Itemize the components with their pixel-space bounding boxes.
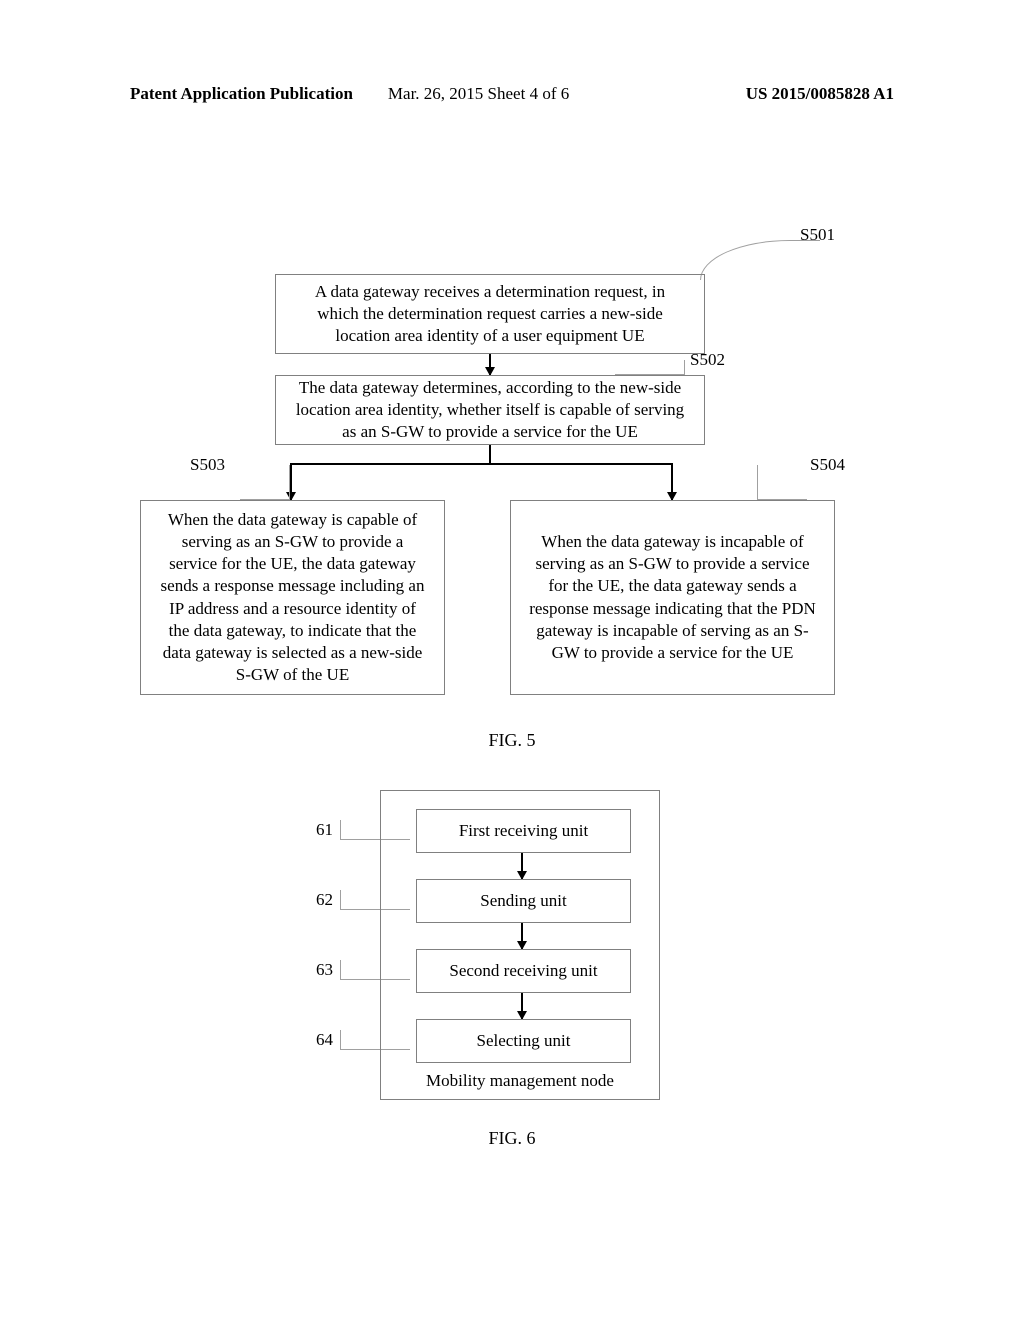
num-64: 64 <box>316 1030 333 1050</box>
line-horizontal <box>290 463 672 465</box>
arrow-502-503 <box>290 463 292 500</box>
box-s502: The data gateway determines, according t… <box>275 375 705 445</box>
mobility-management-node-label: Mobility management node <box>381 1071 659 1091</box>
arrow-62-63 <box>521 923 523 949</box>
figure-5-caption: FIG. 5 <box>0 730 1024 751</box>
arrow-501-502 <box>489 354 491 375</box>
box-first-receiving-unit: First receiving unit <box>416 809 631 853</box>
arrow-502-504 <box>671 463 673 500</box>
box-second-receiving-unit: Second receiving unit <box>416 949 631 993</box>
header-center: Mar. 26, 2015 Sheet 4 of 6 <box>388 84 569 104</box>
connector-s502 <box>615 360 685 375</box>
mobility-management-node-box: First receiving unit Sending unit Second… <box>380 790 660 1100</box>
label-s502: S502 <box>690 350 725 370</box>
num-63: 63 <box>316 960 333 980</box>
num-62: 62 <box>316 890 333 910</box>
text-s501: A data gateway receives a determination … <box>296 281 684 347</box>
connector-s501 <box>700 240 820 280</box>
label-s503: S503 <box>190 455 225 475</box>
label-unit-61: First receiving unit <box>459 821 588 841</box>
box-s501: A data gateway receives a determination … <box>275 274 705 354</box>
num-61: 61 <box>316 820 333 840</box>
text-s503: When the data gateway is capable of serv… <box>159 509 426 686</box>
box-selecting-unit: Selecting unit <box>416 1019 631 1063</box>
box-s503: When the data gateway is capable of serv… <box>140 500 445 695</box>
label-s501: S501 <box>800 225 835 245</box>
header-left: Patent Application Publication <box>130 84 353 104</box>
connector-s504 <box>757 465 807 500</box>
label-unit-63: Second receiving unit <box>449 961 597 981</box>
text-s502: The data gateway determines, according t… <box>292 377 688 443</box>
text-s504: When the data gateway is incapable of se… <box>529 531 816 664</box>
header-right: US 2015/0085828 A1 <box>746 84 894 104</box>
arrow-61-62 <box>521 853 523 879</box>
box-s504: When the data gateway is incapable of se… <box>510 500 835 695</box>
page-header: Patent Application Publication Mar. 26, … <box>0 84 1024 104</box>
arrow-63-64 <box>521 993 523 1019</box>
line-split <box>489 445 491 463</box>
label-s504: S504 <box>810 455 845 475</box>
label-unit-64: Selecting unit <box>477 1031 571 1051</box>
label-unit-62: Sending unit <box>480 891 566 911</box>
connector-s503 <box>240 465 290 500</box>
figure-6-caption: FIG. 6 <box>0 1128 1024 1149</box>
box-sending-unit: Sending unit <box>416 879 631 923</box>
